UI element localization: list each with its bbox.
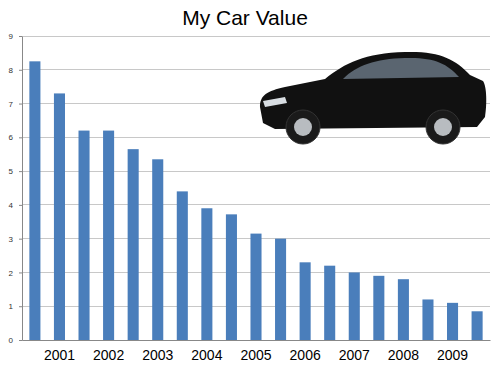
bar	[103, 131, 114, 340]
y-tick-mark	[19, 239, 22, 240]
y-tick: 4	[9, 201, 22, 210]
bar	[324, 266, 335, 340]
x-tick: 2006	[290, 347, 321, 363]
x-tick: 2004	[191, 347, 222, 363]
x-tick-label: 2009	[437, 347, 468, 363]
y-tick: 0	[9, 336, 22, 345]
x-tick: 2005	[240, 347, 271, 363]
bar	[275, 239, 286, 340]
bar	[177, 191, 188, 340]
y-tick: 3	[9, 235, 22, 244]
y-tick-label: 6	[9, 133, 14, 142]
bar	[373, 276, 384, 340]
x-tick-label: 2002	[93, 347, 124, 363]
car-wheel	[426, 110, 460, 144]
x-tick: 2003	[142, 347, 173, 363]
bar	[422, 299, 433, 340]
bar	[128, 149, 139, 340]
x-axis: 2001 2002 2003 2004 2005 2006 2007 2008 2009	[23, 341, 491, 363]
car-rim	[294, 118, 312, 136]
y-tick-mark	[19, 205, 22, 206]
bar	[54, 93, 65, 340]
grid-line	[22, 204, 490, 205]
bar	[250, 234, 261, 340]
grid-line	[22, 137, 490, 138]
bar	[29, 61, 40, 340]
y-tick: 6	[9, 133, 22, 142]
y-tick-mark	[19, 306, 22, 307]
y-tick-label: 9	[9, 32, 14, 41]
y-tick: 2	[9, 269, 22, 278]
bar	[472, 311, 483, 340]
y-tick-label: 4	[9, 201, 14, 210]
car-window	[343, 58, 459, 79]
x-tick: 2009	[437, 347, 468, 363]
y-tick-mark	[19, 104, 22, 105]
bar	[201, 208, 212, 340]
y-tick: 5	[9, 167, 22, 176]
x-tick-label: 2005	[240, 347, 271, 363]
grid-line	[22, 171, 490, 172]
y-tick-label: 1	[9, 302, 14, 311]
bar	[152, 159, 163, 340]
x-tick: 2001	[44, 347, 75, 363]
y-tick-label: 8	[9, 66, 14, 75]
car-rim	[434, 118, 452, 136]
bar	[447, 303, 458, 340]
y-tick-mark	[19, 70, 22, 71]
y-tick-label: 2	[9, 269, 14, 278]
x-tick-label: 2004	[191, 347, 222, 363]
car-headlight	[263, 97, 287, 107]
x-tick: 2008	[388, 347, 419, 363]
y-tick-mark	[19, 272, 22, 273]
car-illustration	[260, 52, 486, 144]
y-tick: 1	[9, 302, 22, 311]
bar	[349, 272, 360, 340]
chart: 0123456789200120022003200420052006200720…	[0, 0, 500, 376]
y-tick: 9	[9, 32, 22, 41]
bar	[300, 262, 311, 340]
car-wheel	[286, 110, 320, 144]
x-tick-label: 2003	[142, 347, 173, 363]
grid-line	[22, 36, 490, 37]
y-axis-line	[22, 37, 23, 341]
x-tick: 2002	[93, 347, 124, 363]
y-tick-mark	[19, 137, 22, 138]
bar	[79, 131, 90, 340]
y-tick-label: 7	[9, 100, 14, 109]
x-tick-label: 2008	[388, 347, 419, 363]
y-tick-label: 5	[9, 167, 14, 176]
x-axis-line	[23, 340, 491, 341]
x-tick-label: 2001	[44, 347, 75, 363]
y-tick: 8	[9, 66, 22, 75]
y-tick-mark	[19, 171, 22, 172]
y-axis: 0 1 2 3 4 5 6 7 8 9	[9, 32, 23, 345]
title: My Car Value	[182, 6, 308, 29]
bar	[398, 279, 409, 340]
x-tick-label: 2006	[290, 347, 321, 363]
y-tick-label: 0	[9, 336, 14, 345]
bar	[226, 214, 237, 340]
y-tick-mark	[19, 340, 22, 341]
grid	[22, 36, 490, 340]
y-tick-mark	[19, 36, 22, 37]
x-tick: 2007	[339, 347, 370, 363]
y-tick: 7	[9, 100, 22, 109]
x-tick-label: 2007	[339, 347, 370, 363]
y-tick-label: 3	[9, 235, 14, 244]
